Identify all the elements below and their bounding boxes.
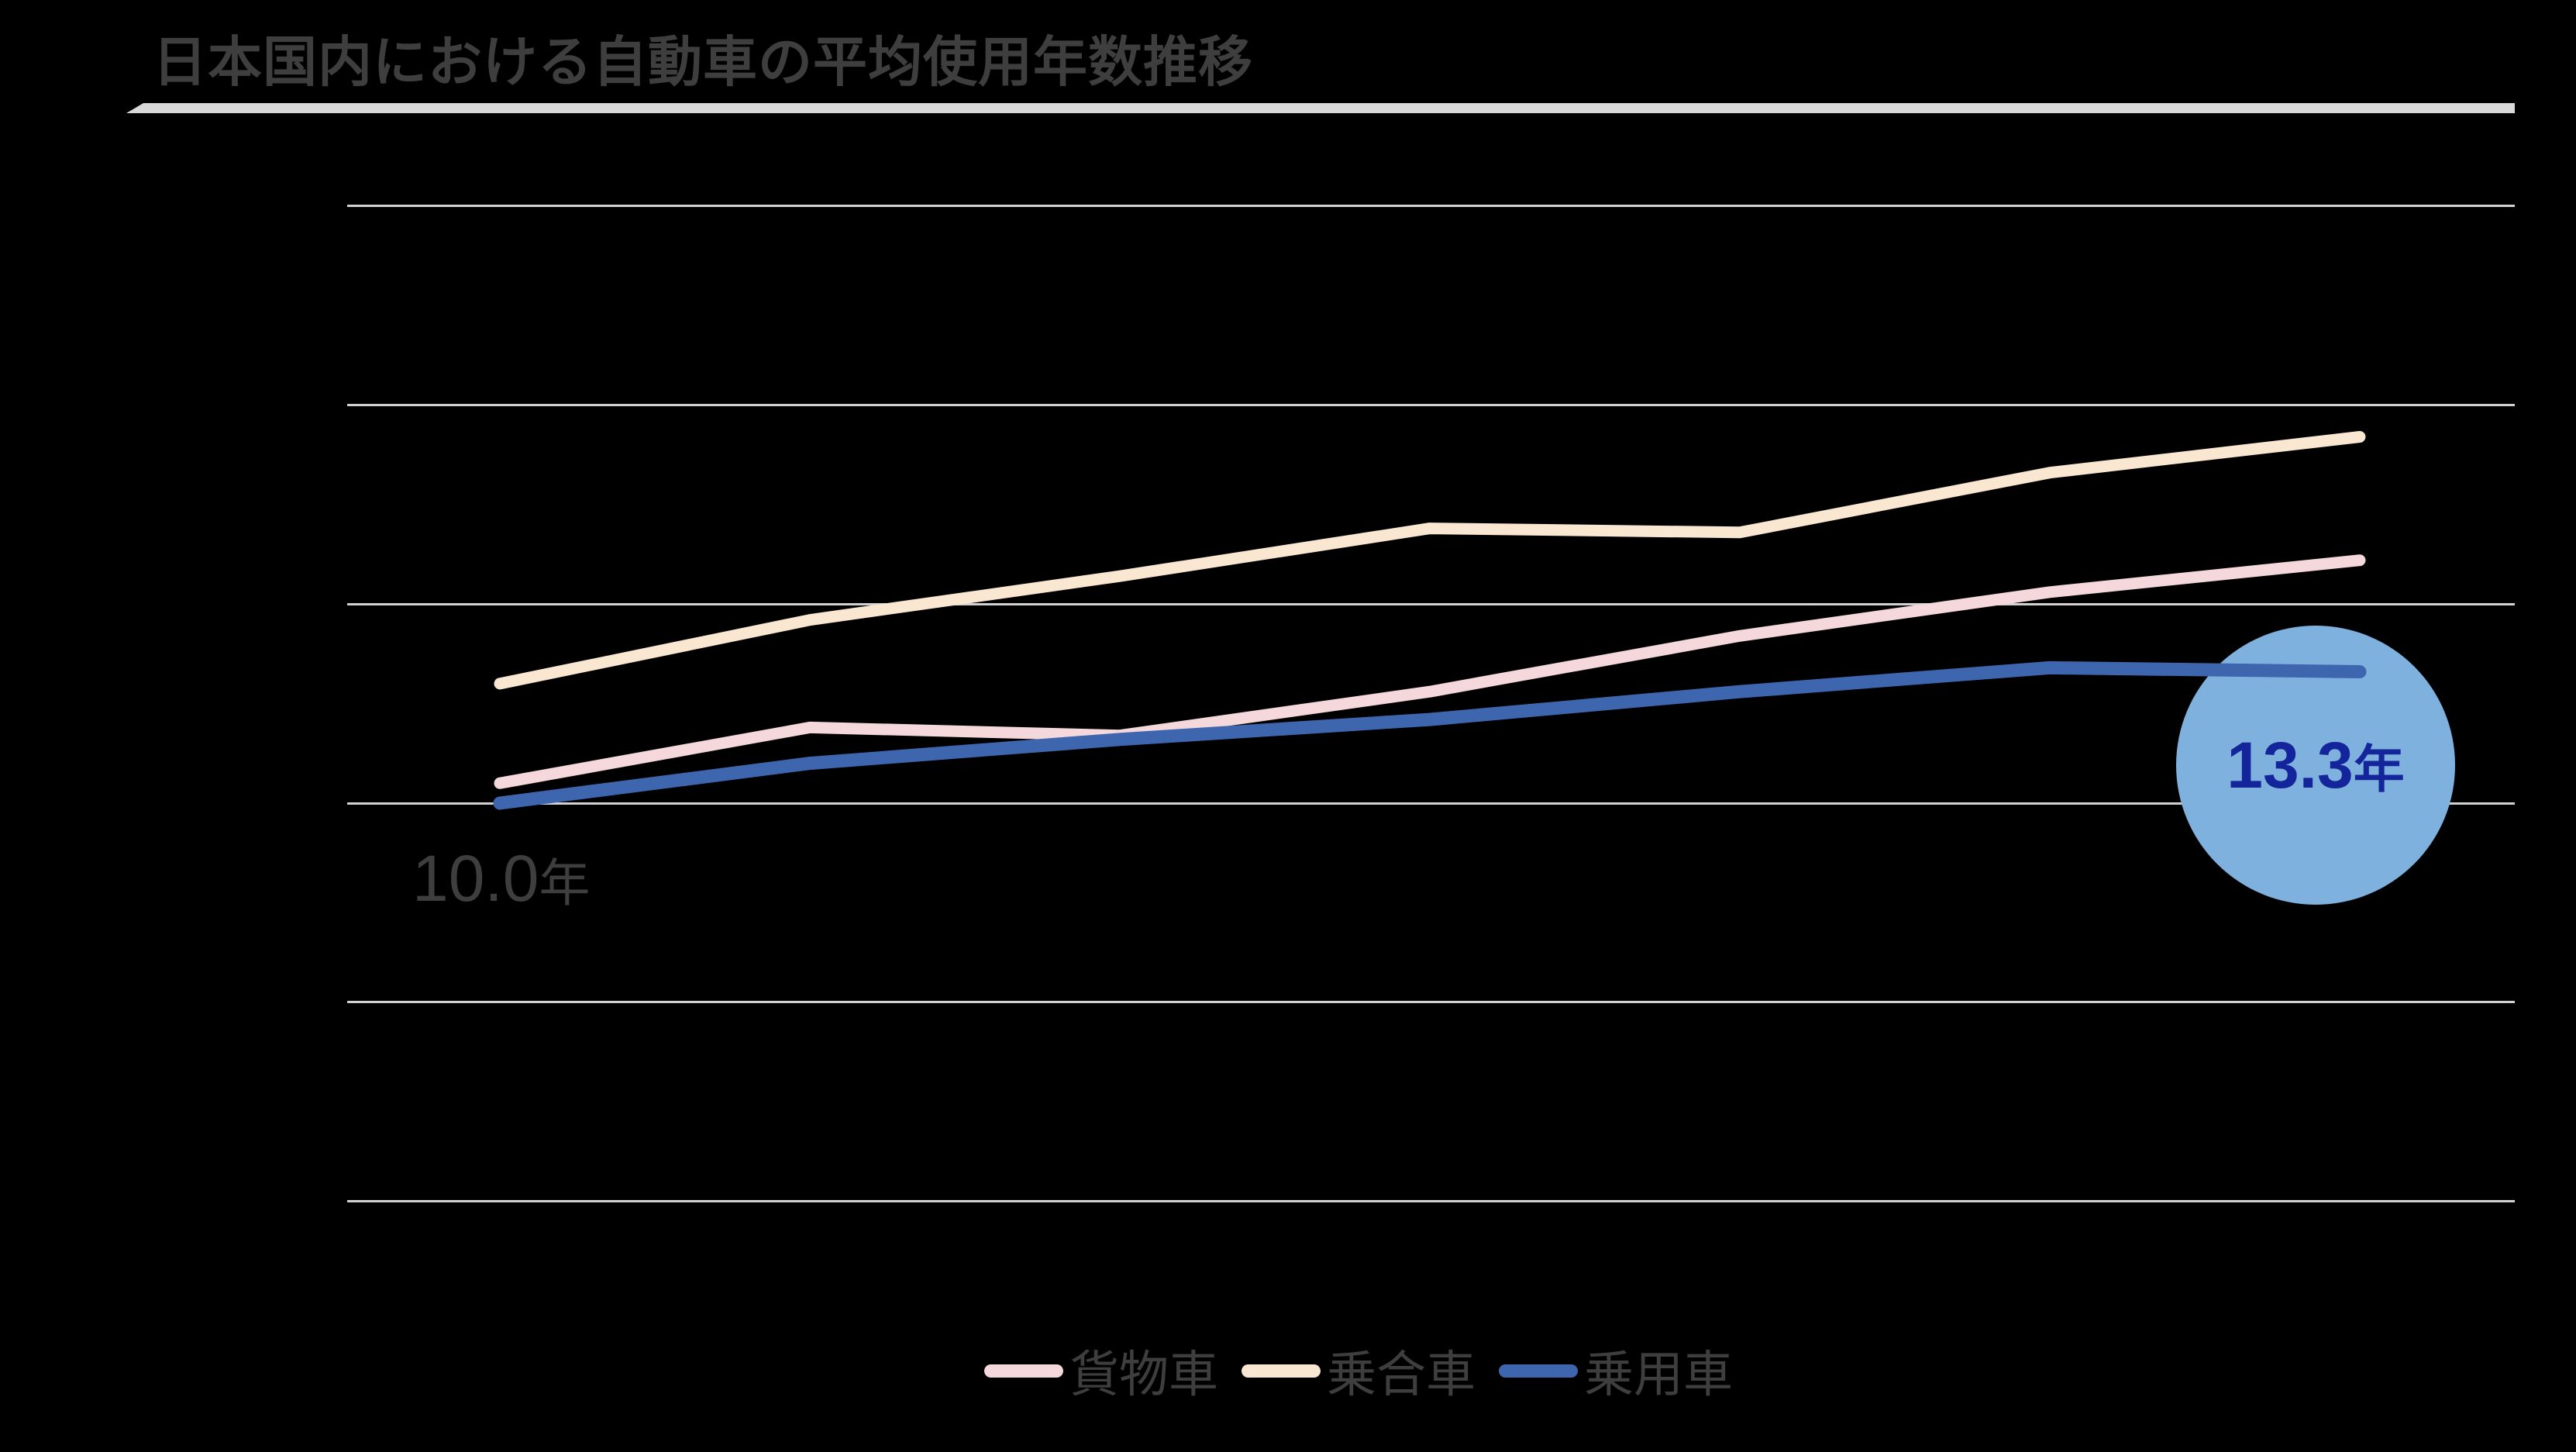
- end-value: 13.3: [2226, 728, 2354, 802]
- legend-label-freight-truck: 貨物車: [1069, 1347, 1218, 1402]
- chart-title: 日本国内における自動車の平均使用年数推移: [153, 32, 1253, 92]
- title-underline: [126, 103, 2515, 113]
- legend-item-bus: 乗合車: [1242, 1335, 1476, 1406]
- legend-swatch-passenger-car: [1499, 1364, 1578, 1378]
- legend-label-bus: 乗合車: [1327, 1347, 1476, 1402]
- legend-label-passenger-car: 乗用車: [1584, 1347, 1733, 1402]
- start-value: 10.0: [412, 842, 539, 915]
- start-value-label: 10.0年: [412, 841, 591, 916]
- gridline: [347, 1200, 2515, 1202]
- legend-swatch-bus: [1242, 1364, 1321, 1378]
- legend-item-freight-truck: 貨物車: [984, 1335, 1218, 1406]
- gridline: [347, 603, 2515, 605]
- line-passenger-car: [493, 660, 2367, 810]
- legend: 貨物車 乗合車 乗用車: [984, 1335, 1733, 1406]
- legend-swatch-freight-truck: [984, 1364, 1063, 1378]
- gridline: [347, 802, 2515, 805]
- line-freight-truck: [494, 554, 2366, 789]
- legend-item-passenger-car: 乗用車: [1499, 1335, 1733, 1406]
- end-value-unit: 年: [2353, 740, 2405, 798]
- line-bus: [494, 431, 2366, 690]
- gridline: [347, 1001, 2515, 1003]
- gridline: [347, 205, 2515, 207]
- start-value-unit: 年: [539, 854, 591, 912]
- end-value-label: 13.3 年: [2176, 626, 2455, 905]
- gridline: [347, 404, 2515, 406]
